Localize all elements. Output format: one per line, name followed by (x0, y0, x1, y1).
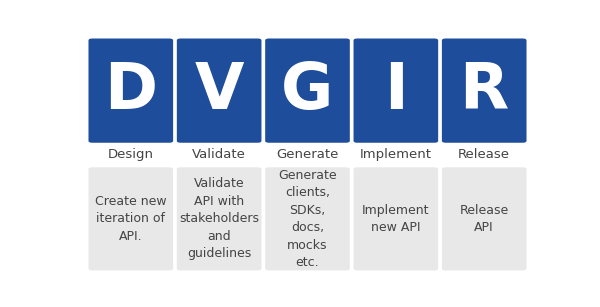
FancyBboxPatch shape (177, 38, 262, 143)
Text: I: I (384, 60, 408, 122)
Text: Implement: Implement (360, 148, 432, 161)
FancyBboxPatch shape (265, 38, 350, 143)
FancyBboxPatch shape (88, 38, 173, 143)
Text: R: R (460, 60, 509, 122)
Text: Create new
iteration of
API.: Create new iteration of API. (95, 195, 167, 243)
FancyBboxPatch shape (265, 167, 350, 270)
Text: Implement
new API: Implement new API (362, 204, 430, 234)
FancyBboxPatch shape (353, 38, 438, 143)
Text: Design: Design (108, 148, 154, 161)
Text: Generate
clients,
SDKs,
docs,
mocks
etc.: Generate clients, SDKs, docs, mocks etc. (278, 169, 337, 269)
Text: Release: Release (458, 148, 510, 161)
FancyBboxPatch shape (88, 167, 173, 270)
FancyBboxPatch shape (442, 167, 527, 270)
Text: V: V (194, 60, 244, 122)
Text: D: D (104, 60, 157, 122)
Text: Generate: Generate (277, 148, 338, 161)
FancyBboxPatch shape (442, 38, 527, 143)
Text: Release
API: Release API (460, 204, 509, 234)
Text: Validate: Validate (192, 148, 246, 161)
Text: G: G (281, 60, 334, 122)
FancyBboxPatch shape (177, 167, 262, 270)
Text: Validate
API with
stakeholders
and
guidelines: Validate API with stakeholders and guide… (179, 177, 259, 260)
FancyBboxPatch shape (353, 167, 438, 270)
